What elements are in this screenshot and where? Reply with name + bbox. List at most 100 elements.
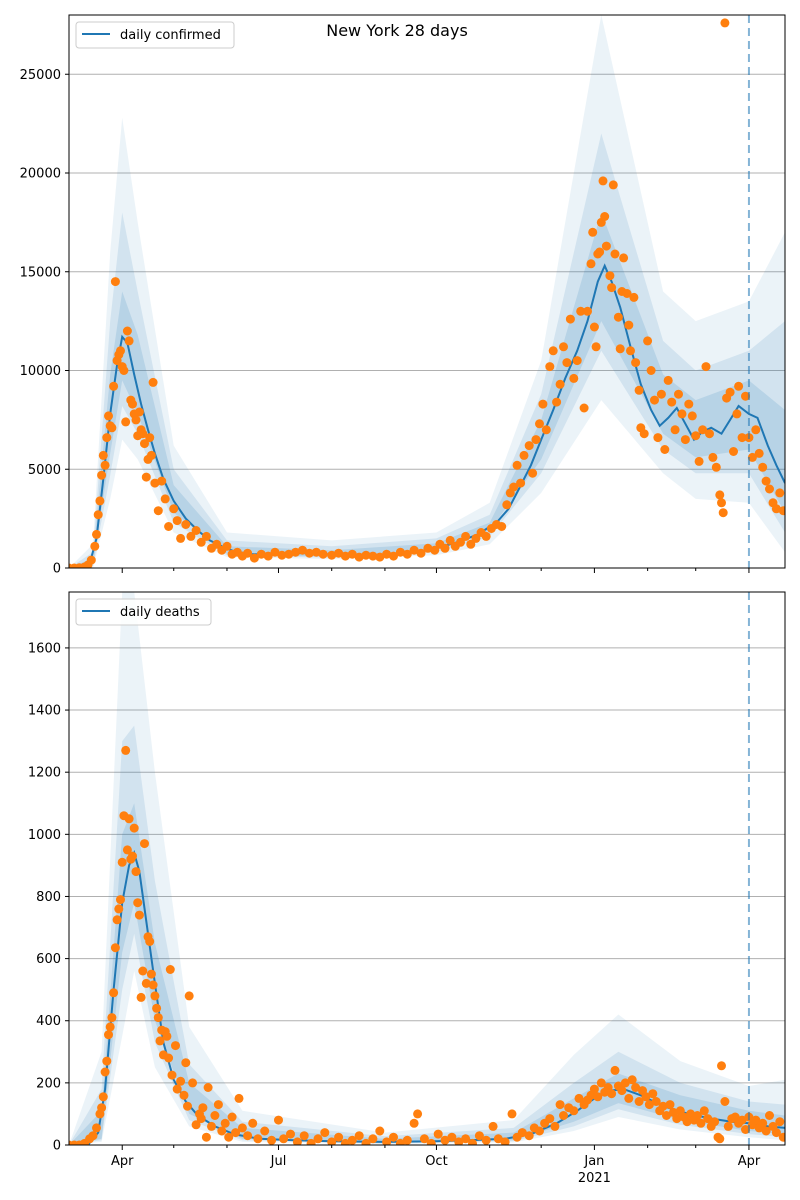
data-point (535, 1126, 544, 1136)
data-point (129, 823, 139, 833)
data-point (133, 898, 143, 908)
uncertainty-band (69, 803, 785, 1145)
data-point (720, 1097, 730, 1106)
data-point (751, 425, 761, 435)
data-point (559, 342, 568, 352)
data-point (191, 1120, 201, 1130)
data-point (183, 1101, 192, 1111)
data-point (361, 1138, 371, 1145)
data-point (249, 553, 259, 563)
data-point (509, 482, 519, 492)
data-point (148, 377, 158, 387)
data-point (196, 1114, 206, 1124)
uncertainty-band (69, 212, 785, 568)
data-point (454, 1137, 464, 1145)
data-point (146, 969, 156, 979)
data-point (708, 452, 718, 462)
data-point (569, 1106, 579, 1116)
data-point (213, 1100, 223, 1110)
data-point (141, 978, 151, 988)
data-point (574, 1093, 584, 1103)
data-point (107, 1013, 117, 1023)
data-point (734, 381, 744, 391)
y-tick-label: 15000 (20, 265, 61, 280)
data-point (114, 904, 124, 914)
data-point (440, 543, 450, 553)
confirmed-panel: 0 5000 10000 15000 20000 25000 New York 28 day… (20, 14, 786, 577)
data-point (629, 292, 639, 302)
data-point (160, 494, 170, 504)
data-point (468, 1138, 477, 1145)
data-point (562, 358, 572, 368)
data-point (751, 1115, 761, 1125)
data-point (102, 433, 112, 443)
data-point (88, 1131, 98, 1141)
data-point (694, 456, 704, 466)
data-point (327, 550, 337, 560)
data-point (754, 448, 764, 458)
data-point (109, 381, 119, 391)
y-tick-label: 5000 (28, 463, 61, 478)
data-point (121, 745, 131, 755)
plot-area (69, 15, 785, 568)
data-point (720, 18, 730, 28)
data-point (375, 552, 385, 562)
data-point (152, 1003, 162, 1013)
data-point (516, 478, 526, 488)
data-point (723, 1121, 733, 1131)
legend-label: daily deaths (120, 605, 200, 620)
data-point (292, 1137, 302, 1145)
data-point (201, 531, 211, 541)
data-point (430, 545, 440, 555)
data-point (382, 549, 392, 559)
data-point (124, 336, 134, 346)
data-point (576, 306, 586, 316)
y-tick-label: 1000 (28, 828, 61, 843)
data-point (711, 462, 721, 472)
data-point (545, 1114, 555, 1124)
data-point (650, 395, 659, 405)
data-point (775, 1117, 785, 1127)
data-point (497, 522, 507, 531)
data-point (583, 306, 592, 316)
data-point (701, 362, 711, 372)
data-point (361, 550, 371, 560)
y-tick-label: 10000 (20, 364, 61, 379)
data-point (634, 385, 644, 395)
data-point (524, 1131, 534, 1141)
data-point (402, 1135, 412, 1145)
data-point (413, 1109, 423, 1119)
data-point (710, 1117, 720, 1127)
data-point (93, 510, 103, 520)
data-point (237, 1123, 247, 1133)
data-point (368, 551, 378, 561)
data-point (153, 1013, 163, 1023)
data-point (409, 1118, 419, 1128)
data-point (670, 425, 680, 435)
data-point (243, 548, 253, 558)
data-point (201, 1132, 211, 1142)
data-point (595, 247, 605, 257)
data-point (116, 346, 125, 356)
data-point (105, 1022, 115, 1032)
data-point (680, 435, 690, 445)
y-tick-label: 200 (36, 1076, 61, 1091)
data-point (176, 533, 186, 543)
data-point (579, 403, 589, 413)
data-point (122, 326, 132, 336)
data-point (758, 462, 768, 472)
data-point (660, 445, 670, 454)
legend-box (75, 21, 235, 49)
data-point (107, 423, 117, 433)
data-point (692, 1111, 702, 1120)
data-point (698, 425, 708, 435)
data-point (117, 857, 127, 867)
data-point (100, 460, 110, 470)
data-point (146, 450, 156, 460)
data-point (608, 180, 618, 190)
data-point (198, 1103, 208, 1113)
data-point (461, 531, 471, 541)
data-point (128, 851, 137, 861)
data-point (672, 1114, 682, 1124)
data-point (631, 358, 641, 368)
